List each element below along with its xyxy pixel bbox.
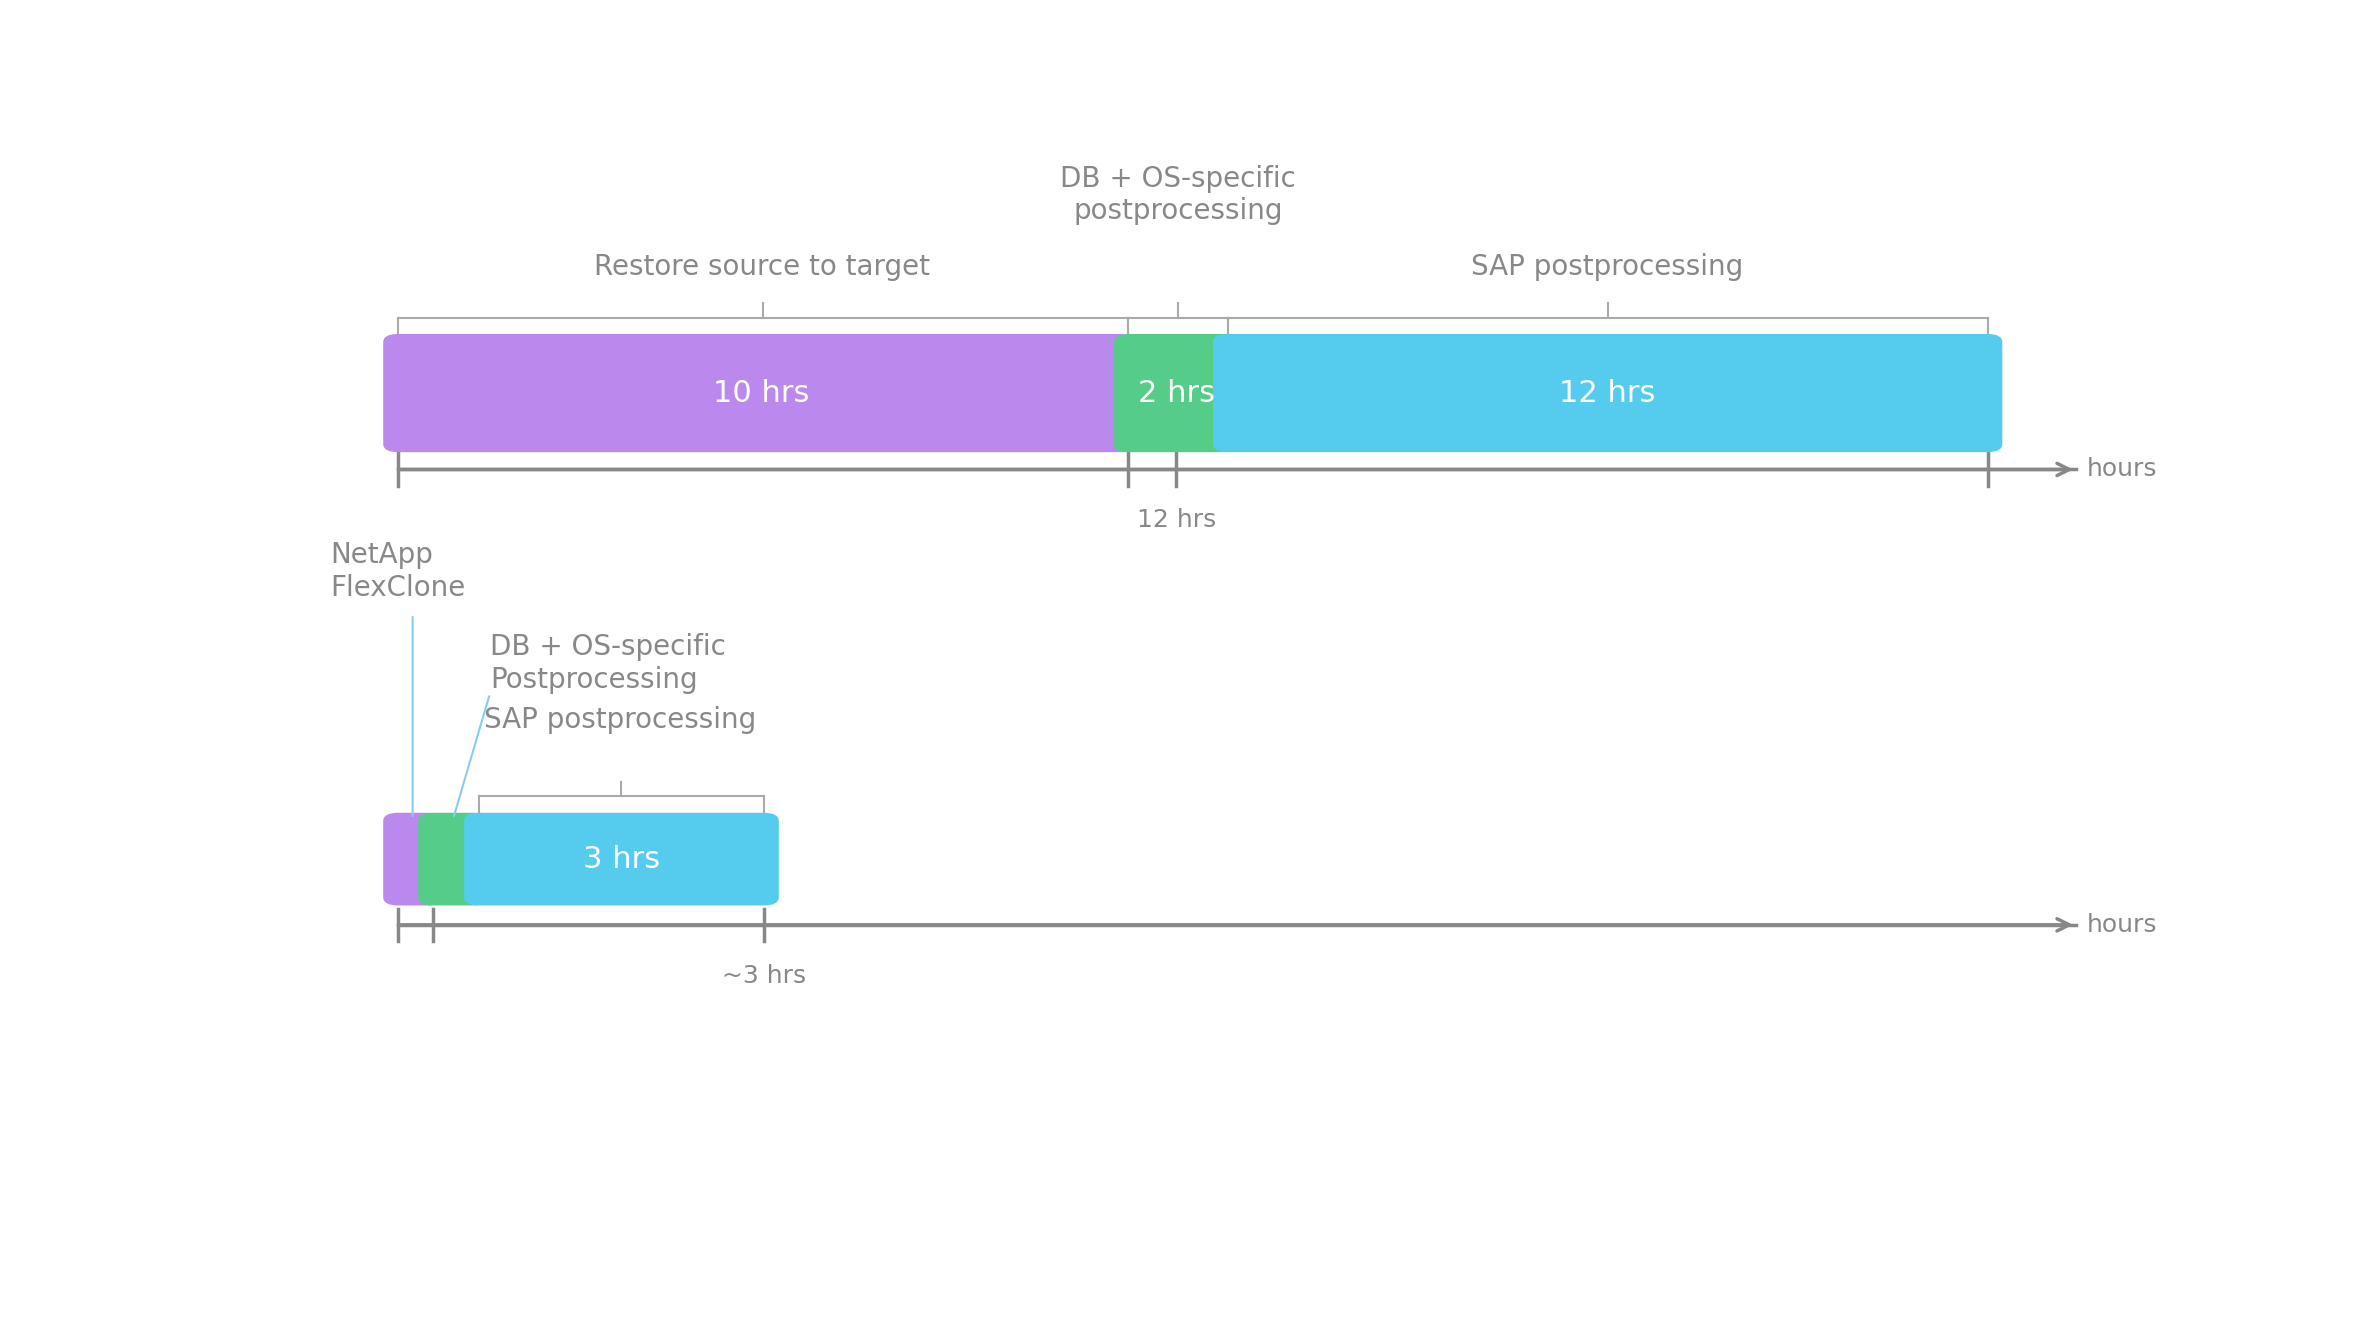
Text: SAP postprocessing: SAP postprocessing (1470, 253, 1743, 280)
Text: hours: hours (2087, 458, 2158, 482)
FancyBboxPatch shape (465, 812, 779, 905)
Text: SAP postprocessing: SAP postprocessing (484, 706, 757, 734)
Text: 3 hrs: 3 hrs (584, 844, 660, 873)
Text: DB + OS-specific
postprocessing: DB + OS-specific postprocessing (1061, 164, 1296, 225)
Text: Restore source to target: Restore source to target (594, 253, 931, 280)
FancyBboxPatch shape (418, 812, 489, 905)
Text: ~3 hrs: ~3 hrs (722, 963, 807, 987)
Text: DB + OS-specific
Postprocessing: DB + OS-specific Postprocessing (489, 634, 726, 693)
Text: 12 hrs: 12 hrs (1560, 378, 1655, 407)
FancyBboxPatch shape (382, 812, 442, 905)
FancyBboxPatch shape (1113, 333, 1239, 452)
FancyBboxPatch shape (382, 333, 1140, 452)
FancyBboxPatch shape (1213, 333, 2001, 452)
Text: 2 hrs: 2 hrs (1137, 378, 1215, 407)
Text: 12 hrs: 12 hrs (1137, 508, 1215, 532)
Text: hours: hours (2087, 913, 2158, 937)
Text: NetApp
FlexClone: NetApp FlexClone (330, 541, 465, 602)
Text: 10 hrs: 10 hrs (712, 378, 810, 407)
